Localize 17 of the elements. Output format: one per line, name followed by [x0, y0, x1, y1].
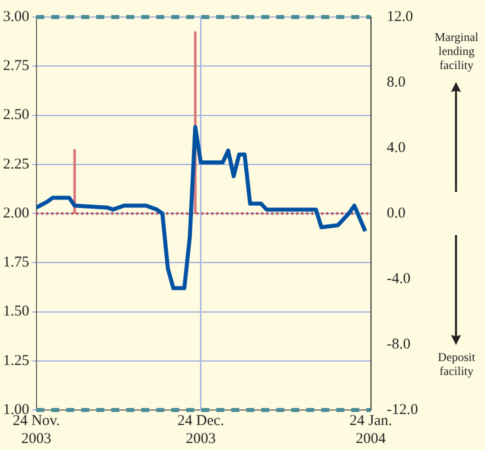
- y-tick-label: 1.50: [3, 304, 30, 320]
- y2-tick-label: -4.0: [386, 270, 411, 287]
- y-tick-label: 2.00: [3, 205, 30, 222]
- y-tick-label: 2.25: [3, 156, 30, 172]
- y-tick-label: 1.25: [3, 352, 30, 369]
- y-tick-label: 3.00: [3, 8, 30, 25]
- y2-tick-label: 0.0: [386, 205, 406, 222]
- y2-tick-label: -8.0: [386, 336, 411, 352]
- text: Deposit facility: [436, 350, 476, 378]
- y2-tick-label: 8.0: [386, 74, 406, 90]
- y2-tick-label: 12.0: [386, 8, 414, 25]
- y-tick-label: 2.75: [3, 58, 30, 74]
- y-tick-label: 2.50: [3, 107, 30, 124]
- x-tick-label: 24 Dec. 2003: [177, 412, 224, 447]
- text: Marginal lending facility: [434, 30, 480, 72]
- y-tick-label: 1.75: [3, 254, 30, 271]
- y2-tick-label: 4.0: [386, 140, 406, 156]
